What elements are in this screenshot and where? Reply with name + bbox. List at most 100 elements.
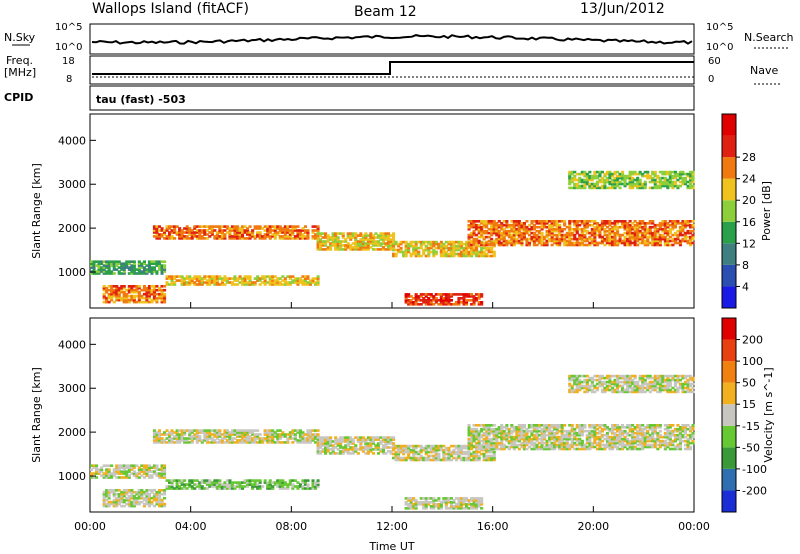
data-cell <box>424 299 428 302</box>
data-cell <box>626 243 630 247</box>
data-cell <box>603 220 607 223</box>
data-cell <box>673 237 677 241</box>
data-cell <box>243 283 247 286</box>
data-cell <box>288 433 292 436</box>
data-cell <box>160 268 164 271</box>
data-cell <box>110 264 114 267</box>
data-cell <box>563 241 567 245</box>
data-cell <box>218 229 222 232</box>
data-cell <box>633 184 637 188</box>
data-cell <box>605 235 609 239</box>
data-cell <box>92 264 96 267</box>
data-cell <box>220 283 224 286</box>
data-cell <box>230 433 234 436</box>
data-cell <box>598 429 602 433</box>
data-cell <box>470 454 474 458</box>
data-cell <box>538 424 542 427</box>
data-cell <box>188 229 192 232</box>
data-cell <box>115 285 119 288</box>
data-cell <box>490 443 494 447</box>
data-cell <box>225 431 229 434</box>
data-cell <box>550 441 554 445</box>
data-cell <box>500 241 504 245</box>
data-cell <box>286 441 290 444</box>
data-cell <box>487 248 491 252</box>
data-cell <box>663 222 667 225</box>
data-cell <box>565 441 569 445</box>
data-cell <box>311 279 315 282</box>
data-cell <box>487 441 491 445</box>
data-cell <box>178 229 182 232</box>
data-cell <box>422 301 426 304</box>
data-cell <box>608 223 612 227</box>
data-cell <box>276 233 280 236</box>
data-cell <box>351 246 355 249</box>
data-cell <box>477 235 481 239</box>
data-cell <box>545 433 549 437</box>
data-cell <box>605 439 609 443</box>
data-cell <box>502 426 506 429</box>
data-cell <box>525 439 529 443</box>
data-cell <box>132 466 136 469</box>
data-cell <box>477 505 481 508</box>
data-cell <box>444 507 448 510</box>
data-cell <box>256 277 260 280</box>
data-cell <box>611 439 615 443</box>
data-cell <box>678 184 682 188</box>
data-cell <box>643 431 647 435</box>
data-cell <box>467 252 471 256</box>
data-cell <box>628 174 632 178</box>
data-cell <box>180 433 184 436</box>
data-cell <box>631 172 635 176</box>
data-cell <box>532 426 536 429</box>
data-cell <box>223 483 227 486</box>
data-cell <box>565 443 569 447</box>
data-cell <box>588 237 592 241</box>
data-cell <box>422 250 426 254</box>
data-cell <box>122 296 126 300</box>
data-cell <box>434 448 438 452</box>
data-cell <box>507 239 511 243</box>
data-cell <box>497 443 501 447</box>
data-cell <box>392 252 396 256</box>
data-cell <box>480 293 484 296</box>
data-cell <box>580 429 584 433</box>
data-cell <box>387 232 391 235</box>
data-cell <box>271 229 275 232</box>
data-cell <box>691 229 695 233</box>
data-cell <box>266 487 270 490</box>
data-cell <box>115 472 119 475</box>
data-cell <box>689 220 693 223</box>
data-cell <box>560 237 564 241</box>
data-cell <box>140 464 144 467</box>
data-cell <box>283 235 287 238</box>
data-cell <box>432 505 436 508</box>
data-cell <box>399 248 403 252</box>
data-cell <box>402 240 406 244</box>
data-cell <box>298 231 302 234</box>
data-cell <box>490 431 494 435</box>
data-cell <box>102 264 106 267</box>
data-cell <box>268 283 272 286</box>
data-cell <box>505 433 509 437</box>
data-cell <box>643 433 647 437</box>
data-cell <box>492 222 496 225</box>
data-cell <box>492 452 496 456</box>
data-cell <box>246 281 250 284</box>
data-cell <box>666 243 670 247</box>
data-cell <box>311 483 315 486</box>
data-cell <box>626 229 630 233</box>
data-cell <box>492 429 496 433</box>
data-cell <box>107 296 111 300</box>
data-cell <box>152 229 156 232</box>
data-cell <box>505 437 509 441</box>
data-cell <box>643 241 647 245</box>
data-cell <box>230 429 234 432</box>
data-cell <box>381 436 385 439</box>
data-cell <box>130 270 134 273</box>
data-cell <box>550 222 554 225</box>
data-cell <box>527 439 531 443</box>
data-cell <box>641 239 645 243</box>
data-cell <box>130 472 134 475</box>
data-cell <box>402 254 406 258</box>
